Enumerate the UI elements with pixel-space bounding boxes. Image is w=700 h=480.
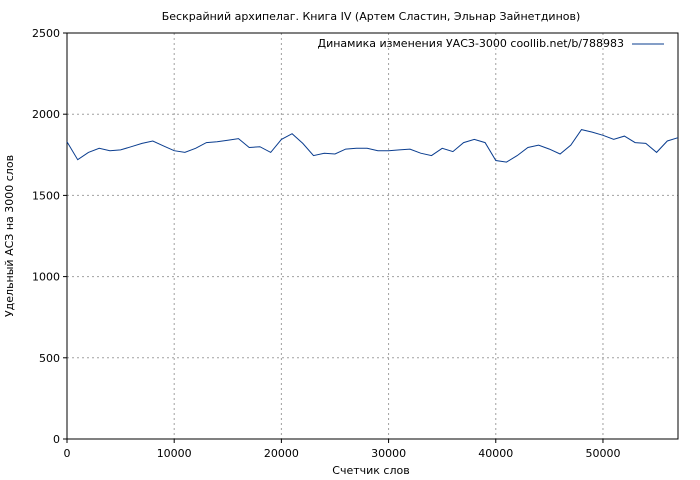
y-tick-label: 500	[39, 352, 60, 365]
x-tick-label: 40000	[478, 447, 513, 460]
axes: 0 10000 20000 30000 40000 50000 0 500 1000 1500 20…	[32, 27, 679, 460]
series-layer	[66, 129, 679, 163]
y-axis-title: Удельный АСЗ на 3000 слов	[3, 155, 16, 317]
y-tick-label: 2000	[32, 108, 60, 121]
y-tick-label: 0	[53, 433, 60, 446]
grid	[67, 33, 678, 439]
plot-frame	[66, 32, 679, 440]
series-line	[66, 129, 679, 163]
y-tick-label: 1500	[32, 189, 60, 202]
x-tick-label: 0	[64, 447, 71, 460]
chart-title: Бескрайний архипелаг. Книга IV (Артем Сл…	[162, 10, 581, 23]
x-axis-title: Счетчик слов	[332, 464, 409, 477]
x-tick-label: 50000	[585, 447, 620, 460]
x-tick-label: 10000	[157, 447, 192, 460]
x-tick-label: 20000	[264, 447, 299, 460]
x-tick-label: 30000	[371, 447, 406, 460]
legend: Динамика изменения УАСЗ-3000 coollib.net…	[318, 37, 664, 50]
y-tick-label: 1000	[32, 271, 60, 284]
legend-label: Динамика изменения УАСЗ-3000 coollib.net…	[318, 37, 625, 50]
y-tick-label: 2500	[32, 27, 60, 40]
